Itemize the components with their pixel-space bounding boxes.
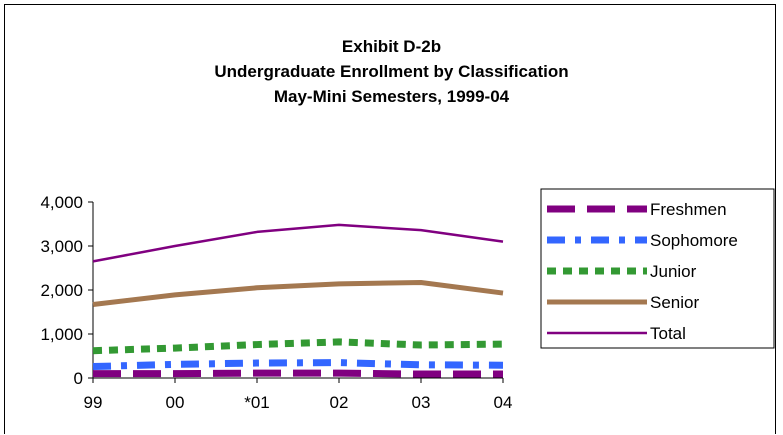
chart-frame [4, 4, 776, 434]
y-tick-label: 4,000 [40, 193, 83, 212]
series-lines [92, 223, 504, 378]
y-tick-label: 0 [74, 369, 83, 388]
y-tick-label: 2,000 [40, 281, 83, 300]
y-tick-label: 3,000 [40, 237, 83, 256]
title-line-1: Exhibit D-2b [341, 37, 442, 56]
series-line-senior [92, 280, 504, 308]
title-line-3: May-Mini Semesters, 1999-04 [273, 87, 510, 106]
axes: 0 1,000 2,000 3,000 4,000 99 00 *01 02 03 04 [40, 193, 512, 412]
x-tick-label: *01 [244, 393, 270, 412]
x-tick-label: 02 [330, 393, 349, 412]
legend-label-freshmen: Freshmen [650, 200, 727, 219]
legend-label-junior: Junior [650, 262, 697, 281]
legend-label-total: Total [650, 324, 686, 343]
legend: Freshmen Sophomore Junior Senior Total [540, 188, 775, 349]
series-line-freshmen [93, 369, 503, 378]
series-line-junior [92, 338, 504, 355]
x-tick-label: 03 [412, 393, 431, 412]
chart-title: Exhibit D-2b Undergraduate Enrollment by… [0, 34, 783, 109]
x-tick-label: 00 [166, 393, 185, 412]
legend-label-sophomore: Sophomore [650, 231, 738, 250]
x-tick-label: 99 [84, 393, 103, 412]
legend-label-senior: Senior [650, 293, 699, 312]
title-line-2: Undergraduate Enrollment by Classificati… [214, 62, 569, 81]
series-line-total [92, 223, 504, 263]
series-line-sophomore [92, 359, 504, 371]
x-tick-label: 04 [494, 393, 513, 412]
y-tick-label: 1,000 [40, 325, 83, 344]
